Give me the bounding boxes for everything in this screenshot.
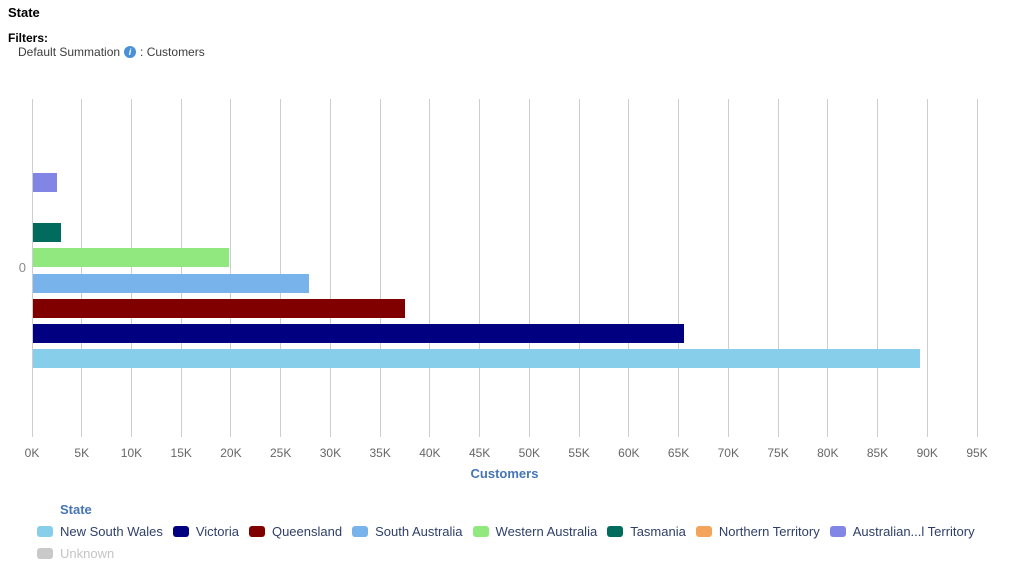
legend-label: Western Australia [495,524,598,539]
legend-item-unknown[interactable]: Unknown [37,546,114,561]
x-tick-label: 0K [24,446,40,460]
bar-tasmania[interactable] [33,223,61,243]
x-tick-label: 65K [667,446,690,460]
x-tick-label: 15K [170,446,192,460]
bar-victoria[interactable] [33,323,684,343]
gridline [329,99,331,437]
x-tick-label: 70K [717,446,739,460]
info-icon[interactable]: i [124,46,137,58]
legend-label: Unknown [60,546,115,561]
gridline [976,99,978,437]
legend-item-victoria[interactable]: Victoria [172,524,239,539]
gridline [180,99,182,437]
filters-label: Filters: [8,31,49,45]
filter-value-text: : Customers [140,45,205,59]
legend-item-western-australia[interactable]: Western Australia [472,524,598,539]
legend-swatch [352,526,369,537]
x-tick-label: 80K [817,446,839,460]
legend-label: Queensland [271,524,343,539]
bar-south-australia[interactable] [33,273,309,293]
page-title: State [8,5,40,20]
x-tick-label: 45K [468,446,491,460]
gridline [727,99,729,437]
filter-summary: Default Summation i : Customers [18,45,205,59]
x-tick-label: 35K [369,446,391,460]
gridline [926,99,928,437]
legend-title: State [60,502,92,517]
legend-items: New South Wales Victoria Queensland South A… [37,524,997,561]
x-tick-label: 40K [419,446,441,460]
legend-swatch [607,526,624,537]
legend-label: Tasmania [630,524,686,539]
legend-label: Australian...l Territory [852,524,975,539]
legend-item-tasmania[interactable]: Tasmania [607,524,686,539]
gridline [628,99,630,437]
legend-item-queensland[interactable]: Queensland [248,524,343,539]
x-axis-title: Customers [470,466,539,481]
legend: State New South Wales Victoria Queensland S… [37,502,997,561]
x-tick-label: 75K [767,446,789,460]
bar-new-south-wales[interactable] [33,349,921,369]
x-tick-label: 30K [319,446,342,460]
gridline [678,99,680,437]
legend-swatch [695,526,712,537]
gridline [81,99,83,437]
legend-label: New South Wales [60,524,163,539]
legend-item-northern-territory[interactable]: Northern Territory [695,524,820,539]
x-tick-label: 55K [568,446,590,460]
x-tick-label: 10K [120,446,143,460]
legend-label: Northern Territory [718,524,820,539]
legend-swatch [248,526,265,537]
gridline [429,99,431,437]
legend-swatch [472,526,489,537]
x-tick-label: 50K [518,446,541,460]
gridline [777,99,779,437]
gridline [528,99,530,437]
legend-item-new-south-wales[interactable]: New South Wales [37,524,163,539]
x-tick-label: 85K [866,446,889,460]
x-tick-label: 5K [74,446,90,460]
legend-item-south-australia[interactable]: South Australia [352,524,463,539]
gridline [379,99,381,437]
legend-swatch [37,526,53,537]
legend-label: Victoria [195,524,239,539]
x-tick-label: 60K [618,446,640,460]
plot-area [31,99,978,437]
legend-swatch [829,526,846,537]
gridline [877,99,879,437]
bar-western-australia[interactable] [33,248,229,268]
filter-text: Default Summation [18,45,121,59]
gridline [479,99,481,437]
gridline [578,99,580,437]
legend-label: South Australia [375,524,463,539]
x-tick-label: 20K [220,446,242,460]
x-tick-label: 95K [966,446,988,460]
gridline [130,99,132,437]
x-tick-label: 25K [269,446,292,460]
gridline [230,99,232,437]
legend-item-australian-l-territory[interactable]: Australian...l Territory [829,524,975,539]
gridline [31,99,33,437]
legend-swatch [172,526,189,537]
bar-queensland[interactable] [33,298,406,318]
gridline [827,99,829,437]
x-tick-label: 90K [916,446,938,460]
category-axis-label: 0 [18,260,26,275]
gridline [280,99,282,437]
bar-australian-capital-territory[interactable] [33,172,57,192]
legend-swatch [37,548,53,559]
